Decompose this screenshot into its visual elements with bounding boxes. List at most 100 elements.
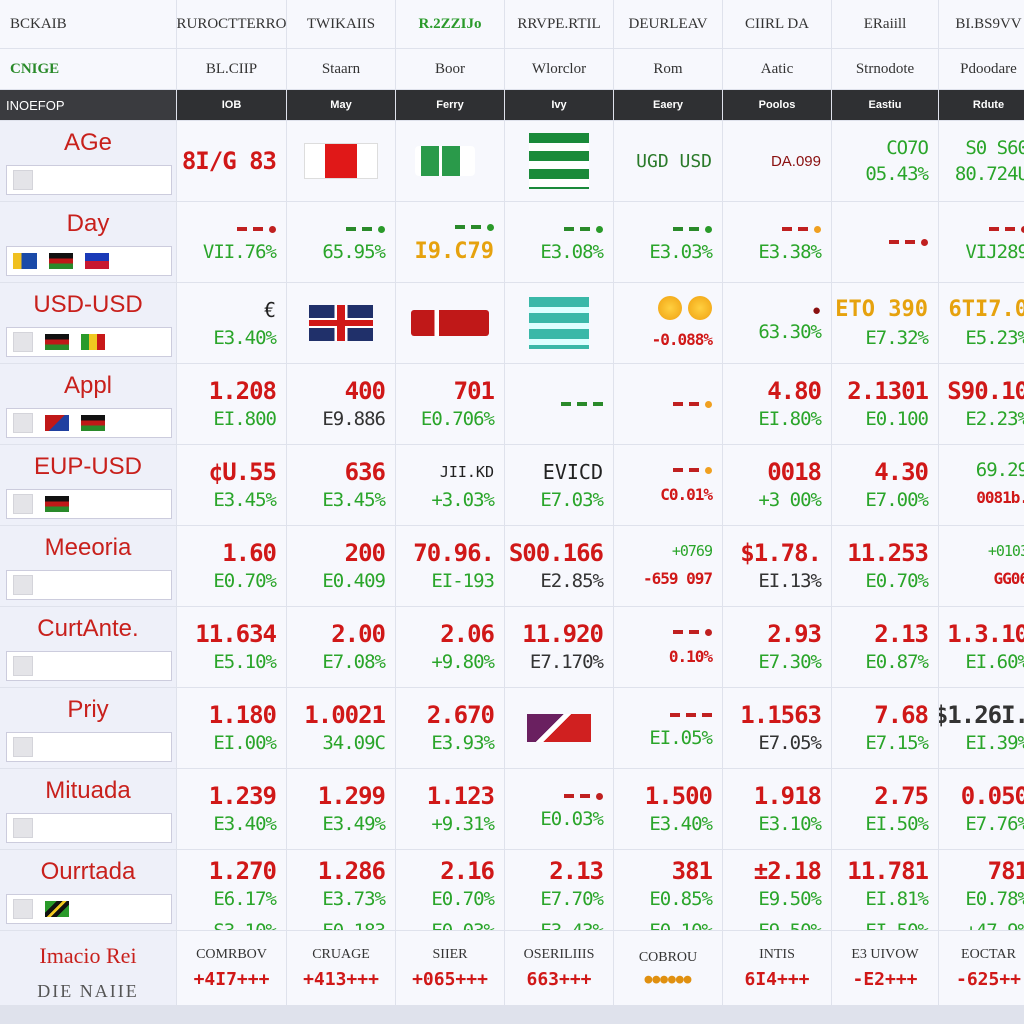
quote-cell[interactable]: 781 E0.78% +47.9% [939,850,1024,930]
footer-cell[interactable]: INTIS 6I4+++ [723,931,831,1005]
quote-cell[interactable]: 1.60 E0.70% [177,526,286,606]
quote-cell[interactable]: 381 E0.85% E0.10% [614,850,722,930]
quote-cell[interactable]: 2.75 EI.50% [832,769,938,849]
column-tag-4[interactable]: Eaery [614,90,722,120]
column-header-7[interactable]: BI.BS9VV [939,0,1024,48]
checkbox[interactable] [13,818,33,838]
row-label-3[interactable]: Appl [0,364,176,444]
quote-cell[interactable]: E3.08% [505,202,613,282]
quote-cell[interactable]: 2.93 E7.30% [723,607,831,687]
column-header-5[interactable]: CIIRL DA [723,0,831,48]
quote-cell[interactable]: 70.96. EI-193 [396,526,504,606]
quote-cell[interactable]: +0769 -659 097 [614,526,722,606]
checkbox[interactable] [13,656,33,676]
column-subheader-0[interactable]: BL.CIIP [177,49,286,89]
quote-cell[interactable]: DA.099 [723,121,831,201]
quote-cell[interactable]: E0.03% [505,769,613,849]
quote-cell[interactable]: S00.166 E2.85% [505,526,613,606]
quote-cell[interactable]: ¢U.55 E3.45% [177,445,286,525]
quote-cell[interactable]: ±2.18 E9.50% E9.50% [723,850,831,930]
quote-cell[interactable]: 2.06 +9.80% [396,607,504,687]
checkbox[interactable] [13,170,33,190]
column-tag-3[interactable]: Ivy [505,90,613,120]
quote-cell[interactable]: € E3.40% [177,283,286,363]
quote-cell[interactable]: 1.918 E3.10% [723,769,831,849]
quote-cell[interactable]: VIJ289 [939,202,1024,282]
checkbox[interactable] [13,494,33,514]
quote-cell[interactable] [832,202,938,282]
quote-cell[interactable]: ETO 390 E7.32% [832,283,938,363]
quote-cell[interactable]: C0.01% [614,445,722,525]
quote-cell[interactable]: 2.1301 E0.100 [832,364,938,444]
quote-cell[interactable] [505,364,613,444]
quote-cell[interactable]: 7.68 E7.15% [832,688,938,768]
quote-cell[interactable] [287,283,395,363]
column-header-1[interactable]: TWIKAIIS [287,0,395,48]
quote-cell[interactable] [505,688,613,768]
quote-cell[interactable]: I9.C79 [396,202,504,282]
quote-cell[interactable]: 11.253 E0.70% [832,526,938,606]
row-label-4[interactable]: EUP-USD [0,445,176,525]
row-label-1[interactable]: Day [0,202,176,282]
footer-cell[interactable]: CRUAGE +413+++ [287,931,395,1005]
row-label-5[interactable]: Meeoria [0,526,176,606]
column-tag-2[interactable]: Ferry [396,90,504,120]
quote-cell[interactable]: 0.10% [614,607,722,687]
column-tag-1[interactable]: May [287,90,395,120]
quote-cell[interactable]: 1.286 E3.73% E0.183 [287,850,395,930]
quote-cell[interactable] [287,121,395,201]
quote-cell[interactable]: 2.13 E0.87% [832,607,938,687]
quote-cell[interactable]: UGD USD [614,121,722,201]
column-subheader-6[interactable]: Strnodote [832,49,938,89]
footer-cell[interactable]: SIIER +065+++ [396,931,504,1005]
quote-cell[interactable]: 636 E3.45% [287,445,395,525]
quote-cell[interactable]: EI.05% [614,688,722,768]
quote-cell[interactable]: 1.3.10 EI.60% [939,607,1024,687]
footer-cell[interactable]: OSERILIIIS 663+++ [505,931,613,1005]
quote-cell[interactable]: 2.16 E0.70% E0.03% [396,850,504,930]
quote-cell[interactable]: 1.299 E3.49% [287,769,395,849]
quote-cell[interactable]: 1.239 E3.40% [177,769,286,849]
quote-cell[interactable]: 11.920 E7.170% [505,607,613,687]
column-header-2[interactable]: R.2ZZIJo [396,0,504,48]
quote-cell[interactable]: 4.30 E7.00% [832,445,938,525]
quote-cell[interactable]: 1.123 +9.31% [396,769,504,849]
quote-cell[interactable]: 2.13 E7.70% E3.43% [505,850,613,930]
column-subheader-4[interactable]: Rom [614,49,722,89]
checkbox[interactable] [13,575,33,595]
row-label-7[interactable]: Priy [0,688,176,768]
column-tag-5[interactable]: Poolos [723,90,831,120]
row-label-8[interactable]: Mituada [0,769,176,849]
column-header-6[interactable]: ERaiill [832,0,938,48]
footer-cell[interactable]: EOCTAR -625++ [939,931,1024,1005]
quote-cell[interactable]: 400 E9.886 [287,364,395,444]
row-label-2[interactable]: USD-USD [0,283,176,363]
footer-cell[interactable]: COMRBOV +4I7+++ [177,931,286,1005]
quote-cell[interactable]: VII.76% [177,202,286,282]
quote-cell[interactable]: E3.03% [614,202,722,282]
column-subheader-2[interactable]: Boor [396,49,504,89]
quote-cell[interactable]: 11.781 EI.81% -EI.50% [832,850,938,930]
checkbox[interactable] [13,332,33,352]
quote-cell[interactable]: 2.00 E7.08% [287,607,395,687]
quote-cell[interactable]: 6TI7.0 E5.23% [939,283,1024,363]
footer-cell[interactable]: COBROU ●●●●●● [614,931,722,1005]
quote-cell[interactable]: $1.78. EI.13% [723,526,831,606]
checkbox[interactable] [13,899,33,919]
column-header-3[interactable]: RRVPE.RTIL [505,0,613,48]
quote-cell[interactable]: S0 S60 80.724U [939,121,1024,201]
column-subheader-7[interactable]: Pdoodare [939,49,1024,89]
quote-cell[interactable]: CO7O 05.43% [832,121,938,201]
quote-cell[interactable]: S90.10 E2.23% [939,364,1024,444]
quote-cell[interactable]: -0.088% [614,283,722,363]
column-tag-0[interactable]: IOB [177,90,286,120]
quote-cell[interactable]: 2.670 E3.93% [396,688,504,768]
quote-cell[interactable]: +0103 GG06 [939,526,1024,606]
column-tag-7[interactable]: Rdute [939,90,1024,120]
quote-cell[interactable]: 65.95% [287,202,395,282]
quote-cell[interactable]: 200 E0.409 [287,526,395,606]
row-label-9[interactable]: Ourrtada [0,850,176,930]
quote-cell[interactable]: 701 E0.706% [396,364,504,444]
quote-cell[interactable]: 0.050 E7.76% [939,769,1024,849]
column-subheader-1[interactable]: Staarn [287,49,395,89]
